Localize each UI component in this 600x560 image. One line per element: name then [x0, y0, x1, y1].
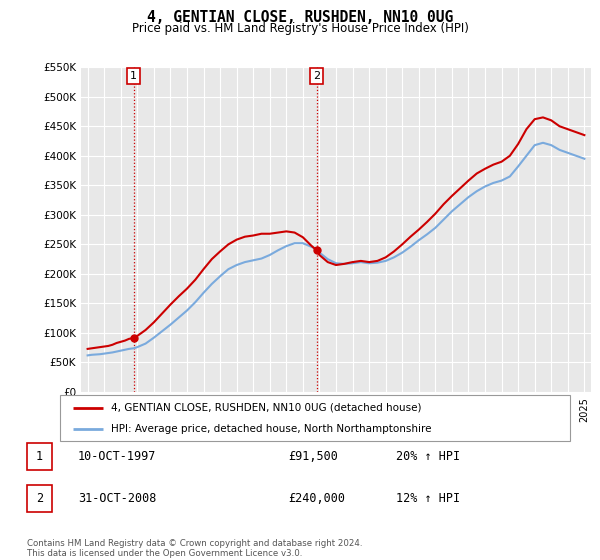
Text: 2: 2 — [313, 71, 320, 81]
Text: 4, GENTIAN CLOSE, RUSHDEN, NN10 0UG: 4, GENTIAN CLOSE, RUSHDEN, NN10 0UG — [147, 10, 453, 25]
Text: 12% ↑ HPI: 12% ↑ HPI — [396, 492, 460, 505]
Text: HPI: Average price, detached house, North Northamptonshire: HPI: Average price, detached house, Nort… — [111, 424, 431, 434]
Text: 4, GENTIAN CLOSE, RUSHDEN, NN10 0UG (detached house): 4, GENTIAN CLOSE, RUSHDEN, NN10 0UG (det… — [111, 403, 421, 413]
Text: £91,500: £91,500 — [288, 450, 338, 463]
Text: 10-OCT-1997: 10-OCT-1997 — [78, 450, 157, 463]
Text: 1: 1 — [130, 71, 137, 81]
Text: Price paid vs. HM Land Registry's House Price Index (HPI): Price paid vs. HM Land Registry's House … — [131, 22, 469, 35]
Text: Contains HM Land Registry data © Crown copyright and database right 2024.: Contains HM Land Registry data © Crown c… — [27, 539, 362, 548]
Text: 1: 1 — [36, 450, 43, 463]
FancyBboxPatch shape — [60, 395, 570, 441]
Text: 31-OCT-2008: 31-OCT-2008 — [78, 492, 157, 505]
Text: 2: 2 — [36, 492, 43, 505]
Text: 20% ↑ HPI: 20% ↑ HPI — [396, 450, 460, 463]
Text: £240,000: £240,000 — [288, 492, 345, 505]
Text: This data is licensed under the Open Government Licence v3.0.: This data is licensed under the Open Gov… — [27, 549, 302, 558]
